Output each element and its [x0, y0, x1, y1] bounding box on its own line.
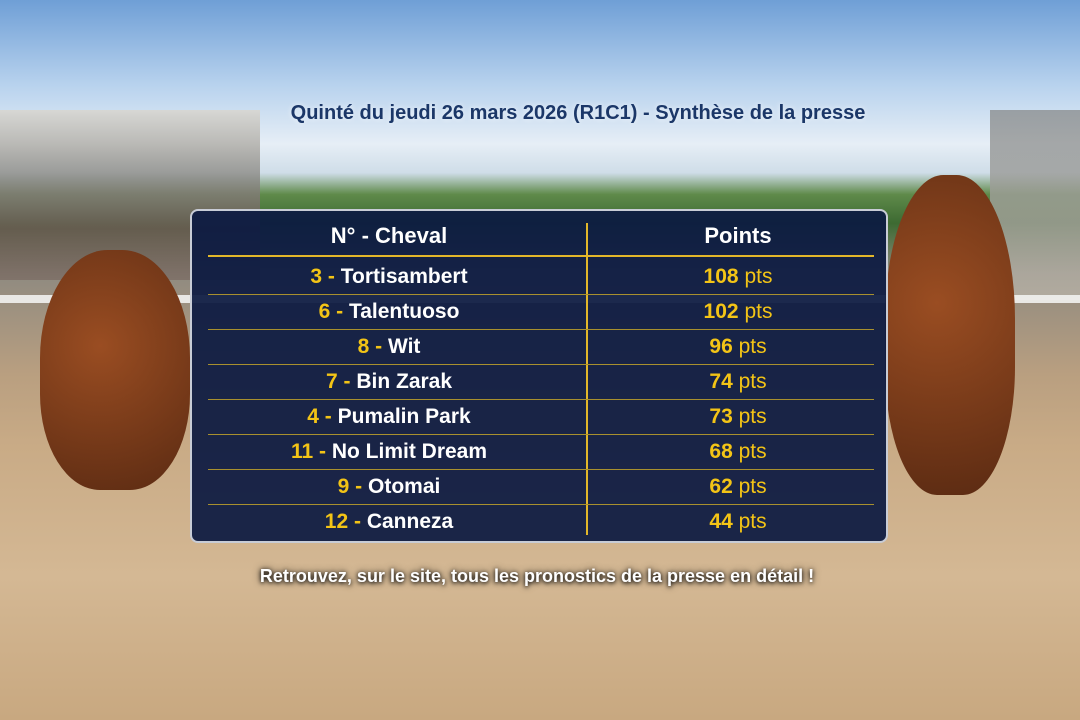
points-value: 74	[709, 370, 733, 393]
row-divider	[208, 364, 874, 365]
points-unit: pts	[738, 440, 767, 463]
table-row-points: 96 pts	[588, 332, 888, 362]
horse-name: Tortisambert	[340, 265, 468, 288]
horse-name: Canneza	[366, 510, 454, 533]
points-unit: pts	[738, 370, 767, 393]
table-row-horse: 7 - Bin Zarak	[192, 367, 586, 397]
separator: -	[313, 440, 332, 463]
horse-name: Wit	[387, 335, 421, 358]
separator: -	[337, 370, 357, 393]
row-divider	[208, 434, 874, 435]
table-row-points: 108 pts	[588, 262, 888, 292]
horse-name: Pumalin Park	[337, 405, 471, 428]
separator: -	[318, 405, 338, 428]
table-row-points: 44 pts	[588, 507, 888, 537]
horse-name: No Limit Dream	[331, 440, 488, 463]
horse-number: 6	[318, 300, 331, 323]
points-value: 108	[703, 265, 739, 288]
footer-text: Retrouvez, sur le site, tous les pronost…	[259, 566, 815, 586]
table-row-horse: 4 - Pumalin Park	[192, 402, 586, 432]
separator: -	[322, 265, 341, 288]
table-row-horse: 11 - No Limit Dream	[192, 437, 586, 467]
points-unit: pts	[738, 405, 767, 428]
horse-number: 11	[290, 440, 314, 463]
separator: -	[349, 475, 368, 498]
column-divider	[586, 223, 588, 535]
horse-name: Talentuoso	[348, 300, 460, 323]
points-value: 44	[709, 510, 733, 533]
horse-right-photo	[885, 175, 1015, 495]
horse-number: 4	[307, 405, 319, 428]
separator: -	[369, 335, 388, 358]
header-divider	[208, 255, 874, 257]
table-row-horse: 9 - Otomai	[192, 472, 586, 502]
header-points: Points	[704, 223, 772, 248]
page-title: Quinté du jeudi 26 mars 2026 (R1C1) - Sy…	[290, 102, 866, 124]
row-divider	[208, 469, 874, 470]
row-divider	[208, 504, 874, 505]
points-unit: pts	[744, 300, 773, 323]
separator: -	[330, 300, 349, 323]
table-row-points: 74 pts	[588, 367, 888, 397]
row-divider	[208, 399, 874, 400]
table-row-horse: 8 - Wit	[192, 332, 586, 362]
table-row-points: 73 pts	[588, 402, 888, 432]
points-unit: pts	[738, 475, 767, 498]
table-row-horse: 3 - Tortisambert	[192, 262, 586, 292]
horse-number: 9	[337, 475, 350, 498]
horse-number: 7	[325, 370, 338, 393]
table-row-horse: 6 - Talentuoso	[192, 297, 586, 327]
row-divider	[208, 294, 874, 295]
header-cheval: N° - Cheval	[330, 223, 448, 248]
horse-name: Bin Zarak	[356, 370, 453, 393]
horse-number: 12	[324, 510, 349, 533]
points-unit: pts	[738, 510, 767, 533]
points-value: 73	[709, 405, 733, 428]
horse-number: 8	[357, 335, 370, 358]
points-unit: pts	[738, 335, 767, 358]
table-row-points: 62 pts	[588, 472, 888, 502]
points-value: 96	[709, 335, 733, 358]
points-value: 62	[709, 475, 733, 498]
table-row-points: 68 pts	[588, 437, 888, 467]
horse-number: 3	[310, 265, 323, 288]
horse-name: Otomai	[368, 475, 441, 498]
points-unit: pts	[744, 265, 773, 288]
table-row-horse: 12 - Canneza	[192, 507, 586, 537]
points-value: 68	[709, 440, 733, 463]
table-row-points: 102 pts	[588, 297, 888, 327]
ranking-table: N° - Cheval Points 3 - Tortisambert 108 p…	[190, 209, 888, 543]
row-divider	[208, 329, 874, 330]
horse-left-photo	[40, 250, 190, 490]
separator: -	[348, 510, 367, 533]
points-value: 102	[703, 300, 739, 323]
